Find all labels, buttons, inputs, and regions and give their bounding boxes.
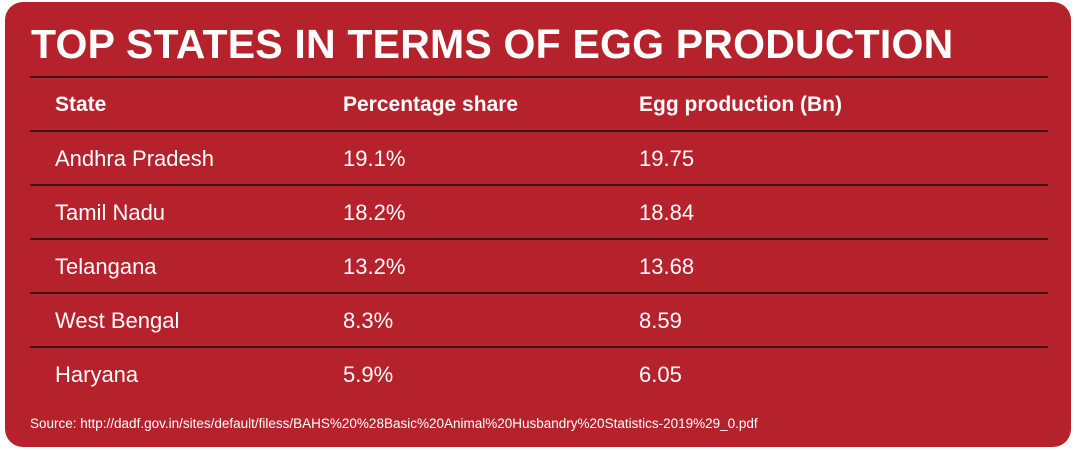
table-row: Andhra Pradesh 19.1% 19.75 xyxy=(30,130,1048,184)
page-title: TOP STATES IN TERMS OF EGG PRODUCTION xyxy=(31,21,954,67)
state-cell: Andhra Pradesh xyxy=(55,146,214,171)
percentage-share-cell: 13.2% xyxy=(343,254,406,279)
state-cell: Haryana xyxy=(55,362,139,387)
source-note: Source: http://dadf.gov.in/sites/default… xyxy=(30,416,758,431)
table-row: Tamil Nadu 18.2% 18.84 xyxy=(30,184,1048,238)
egg-production-cell: 19.75 xyxy=(639,146,695,171)
table-header-row: State Percentage share Egg production (B… xyxy=(30,76,1048,130)
state-cell: Telangana xyxy=(55,254,157,279)
egg-production-cell: 18.84 xyxy=(639,200,695,225)
table-row: Telangana 13.2% 13.68 xyxy=(30,238,1048,292)
egg-production-cell: 13.68 xyxy=(639,254,695,279)
column-header-state: State xyxy=(55,93,107,116)
data-table: State Percentage share Egg production (B… xyxy=(30,76,1048,400)
state-cell: West Bengal xyxy=(55,308,180,333)
egg-production-cell: 8.59 xyxy=(639,308,682,333)
percentage-share-cell: 8.3% xyxy=(343,308,394,333)
column-header-percentage-share: Percentage share xyxy=(343,93,519,116)
percentage-share-cell: 18.2% xyxy=(343,200,406,225)
table-card: TOP STATES IN TERMS OF EGG PRODUCTION St… xyxy=(5,2,1071,447)
table-row: Haryana 5.9% 6.05 xyxy=(30,346,1048,400)
percentage-share-cell: 19.1% xyxy=(343,146,406,171)
column-header-egg-production: Egg production (Bn) xyxy=(639,93,842,116)
percentage-share-cell: 5.9% xyxy=(343,362,394,387)
state-cell: Tamil Nadu xyxy=(55,200,166,225)
egg-production-cell: 6.05 xyxy=(639,362,682,387)
table-row: West Bengal 8.3% 8.59 xyxy=(30,292,1048,346)
